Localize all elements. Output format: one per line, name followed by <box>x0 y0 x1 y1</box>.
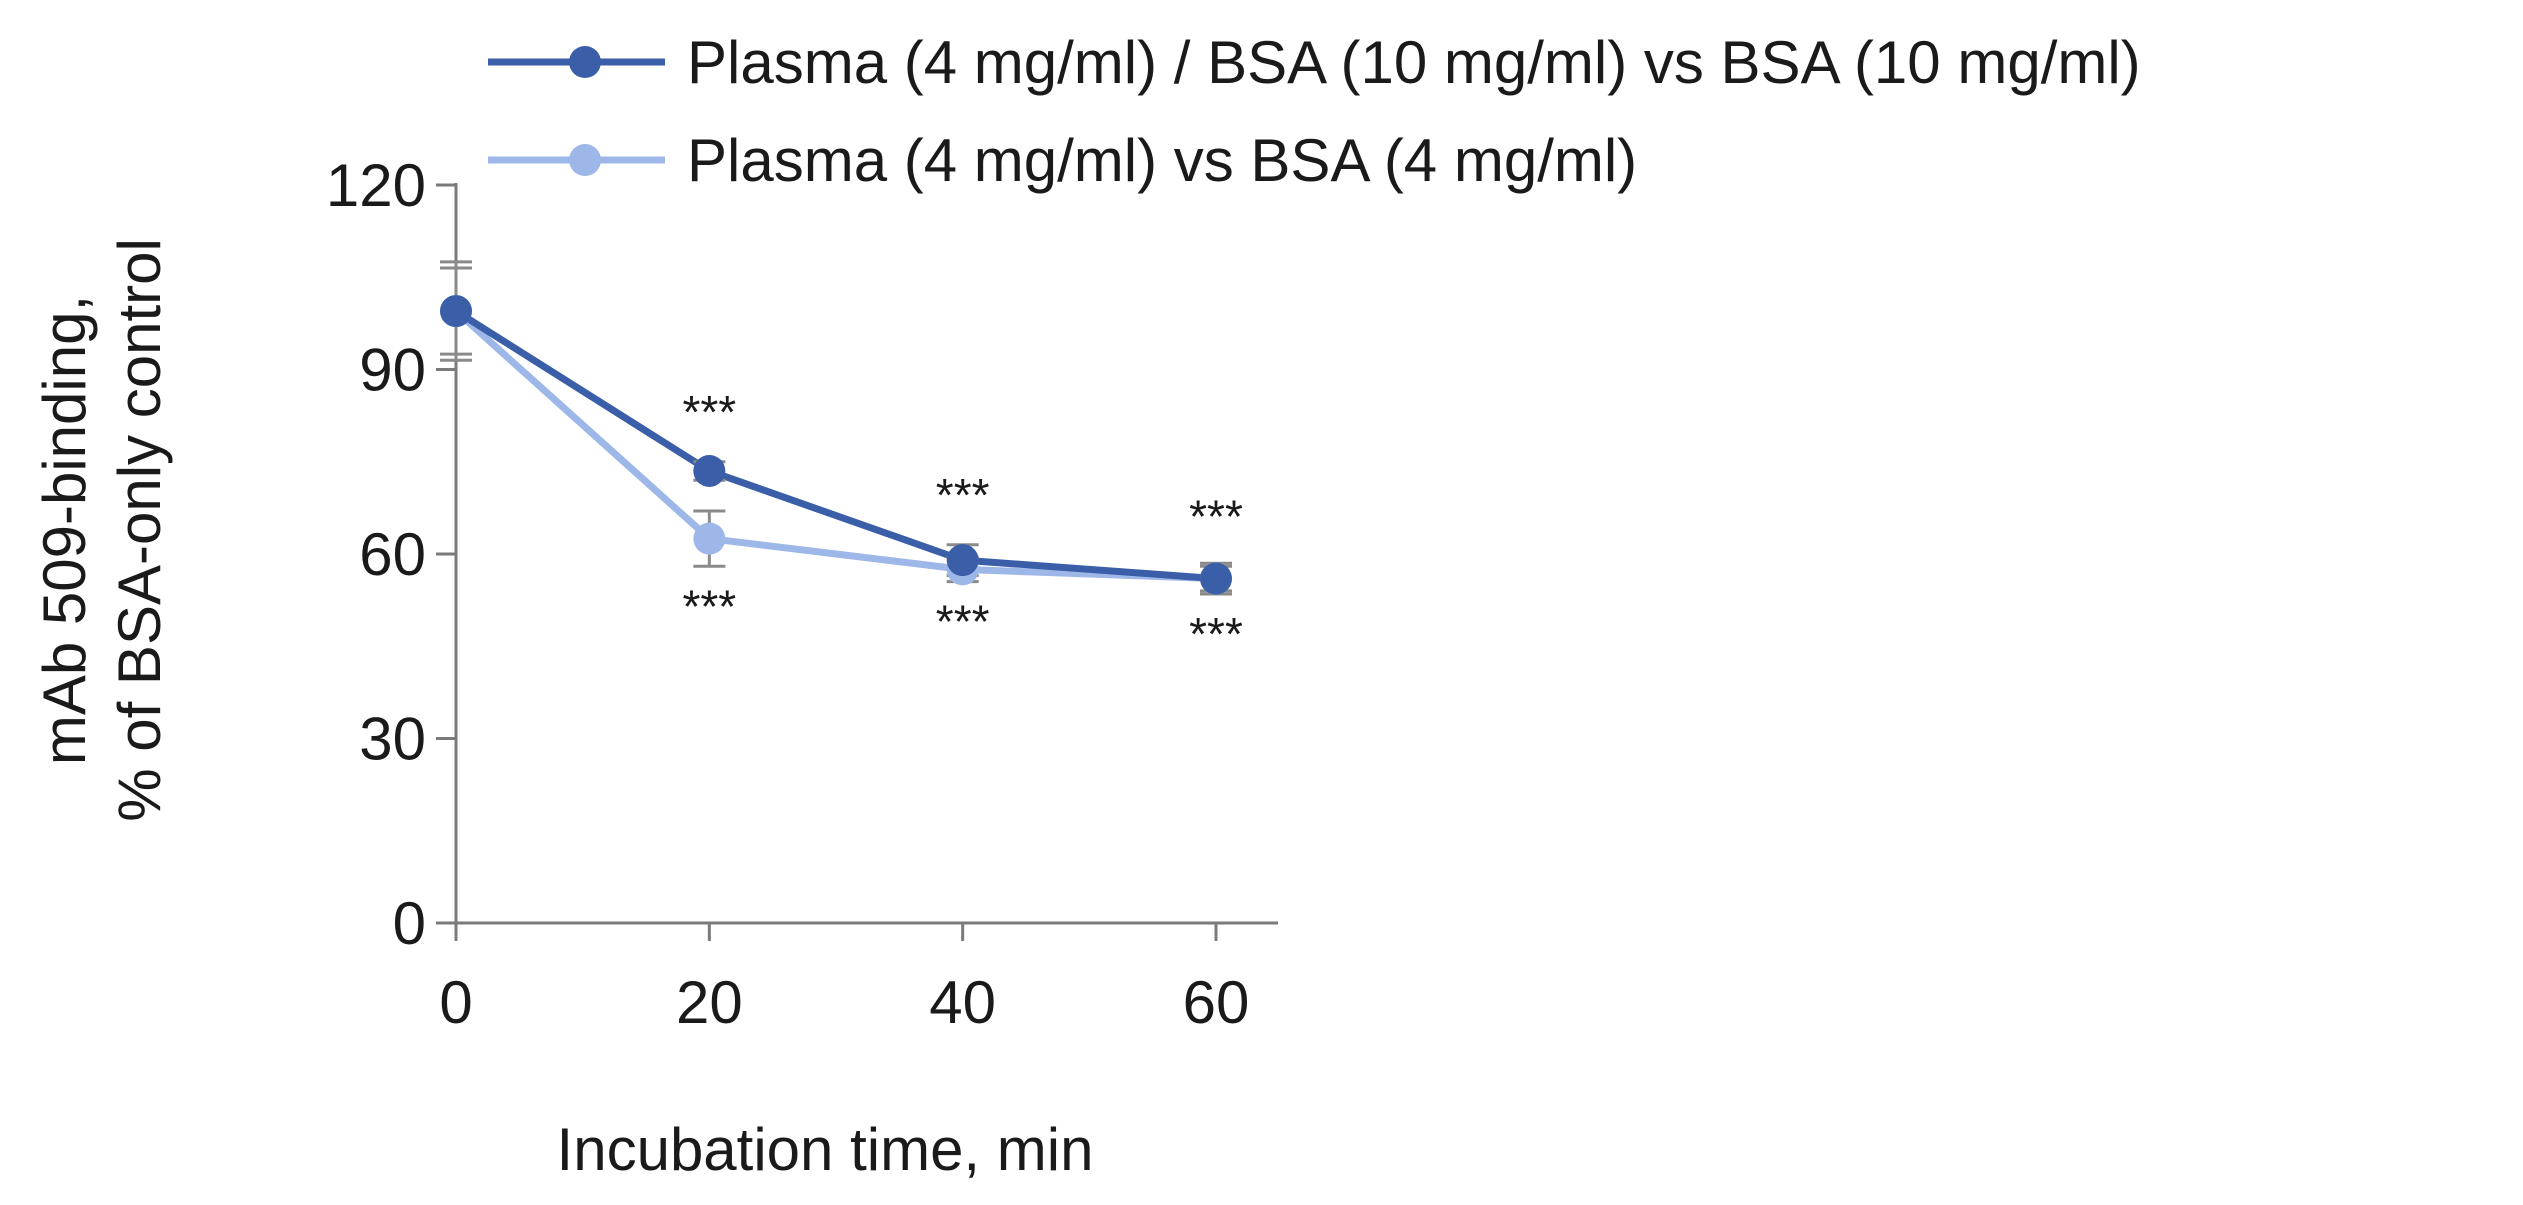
y-tick-label: 90 <box>359 337 426 404</box>
y-axis-title: mAb 509-binding, % of BSA-only control <box>31 238 173 822</box>
y-tick-label: 30 <box>359 706 426 773</box>
significance-label-series-1: *** <box>682 386 736 438</box>
axes: 0 30 60 90 120 0 20 40 60 <box>326 152 1278 1036</box>
data-point-series-2 <box>693 522 726 555</box>
legend-label-series-1: Plasma (4 mg/ml) / BSA (10 mg/ml) vs BSA… <box>687 29 2141 96</box>
legend-marker-series-2 <box>569 144 601 176</box>
y-tick-label: 60 <box>359 521 426 588</box>
legend: Plasma (4 mg/ml) / BSA (10 mg/ml) vs BSA… <box>488 29 2141 194</box>
legend-marker-series-1 <box>569 46 601 78</box>
y-axis-title-line-1: mAb 509-binding, <box>31 295 98 765</box>
x-axis-title: Incubation time, min <box>557 1116 1094 1183</box>
significance-label-series-2: *** <box>936 596 990 648</box>
plot-area: *** *** *** *** *** *** <box>440 260 1243 660</box>
significance-label-series-2: *** <box>1189 608 1243 660</box>
significance-label-series-1: *** <box>936 469 990 521</box>
y-tick-label: 0 <box>393 890 426 957</box>
series-1 <box>454 308 1217 583</box>
y-axis-title-line-2: % of BSA-only control <box>106 238 173 822</box>
x-tick-label: 60 <box>1183 969 1250 1036</box>
data-point-series-1 <box>440 295 472 328</box>
y-tick-label: 120 <box>326 152 426 219</box>
data-point-series-1 <box>693 454 726 487</box>
legend-item-series-1: Plasma (4 mg/ml) / BSA (10 mg/ml) vs BSA… <box>488 29 2141 96</box>
series-line-1 <box>454 308 1217 583</box>
series-line-2 <box>453 308 1217 583</box>
x-tick-label: 40 <box>929 969 996 1036</box>
x-tick-label: 0 <box>439 969 472 1036</box>
data-point-series-1 <box>1200 562 1232 595</box>
x-tick-label: 20 <box>676 969 743 1036</box>
data-point-series-1 <box>946 544 979 577</box>
series-2 <box>453 308 1217 583</box>
significance-label-series-2: *** <box>682 580 736 632</box>
legend-item-series-2: Plasma (4 mg/ml) vs BSA (4 mg/ml) <box>488 127 1637 194</box>
legend-label-series-2: Plasma (4 mg/ml) vs BSA (4 mg/ml) <box>687 127 1637 194</box>
significance-label-series-1: *** <box>1189 490 1243 542</box>
